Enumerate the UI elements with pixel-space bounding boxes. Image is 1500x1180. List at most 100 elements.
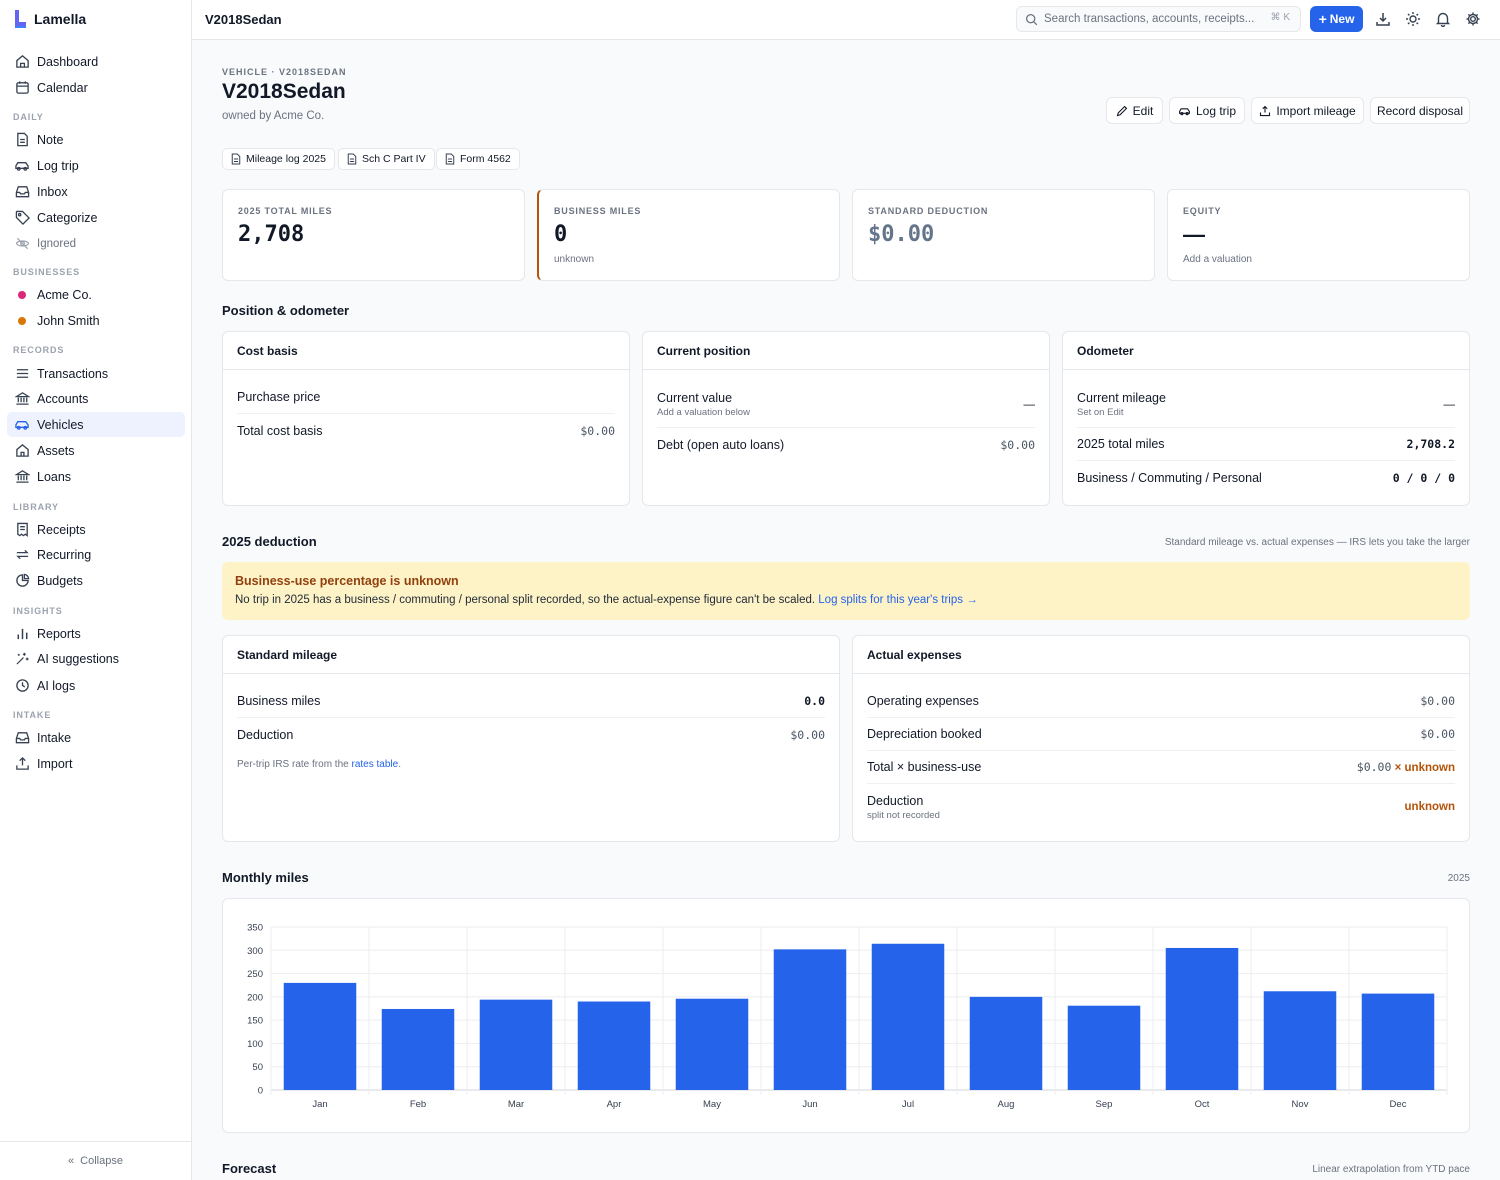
lamella-logo-icon xyxy=(15,10,26,28)
document-icon xyxy=(231,153,241,165)
sidebar-item-calendar[interactable]: Calendar xyxy=(7,75,185,100)
edit-label: Edit xyxy=(1132,103,1154,118)
y-tick-label: 0 xyxy=(258,1086,263,1097)
sidebar-item-categorize[interactable]: Categorize xyxy=(7,205,185,230)
collapse-sidebar-button[interactable]: « Collapse xyxy=(0,1141,191,1180)
sidebar-item-john[interactable]: John Smith xyxy=(7,308,185,333)
row-value: — xyxy=(1443,398,1456,411)
house-icon xyxy=(14,443,30,459)
business-dot-icon xyxy=(14,313,30,329)
multiply-sign: × xyxy=(1394,762,1402,774)
car-icon xyxy=(14,417,30,433)
bar-jul xyxy=(871,943,945,1090)
row-label: Deduction xyxy=(867,793,924,808)
row-label: Business / Commuting / Personal xyxy=(1077,470,1262,485)
stat-sub: unknown xyxy=(554,254,595,265)
row-label: Depreciation booked xyxy=(867,727,982,741)
add-valuation-link[interactable]: Add a valuation xyxy=(1183,254,1252,265)
unknown-badge: unknown xyxy=(1404,762,1455,774)
row-hint: split not recorded xyxy=(867,809,940,821)
sidebar-item-label: AI logs xyxy=(37,678,76,693)
rates-footnote: Per-trip IRS rate from the rates table. xyxy=(237,759,401,770)
section-heading-deduction: 2025 deduction xyxy=(222,534,317,549)
sidebar-item-ai-suggestions[interactable]: AI suggestions xyxy=(7,646,185,671)
sidebar-item-transactions[interactable]: Transactions xyxy=(7,361,185,386)
section-heading-monthly: Monthly miles xyxy=(222,870,309,885)
chip-label: Form 4562 xyxy=(460,153,511,165)
bar-chart-icon xyxy=(14,626,30,642)
download-icon[interactable] xyxy=(1375,11,1391,27)
operating-expenses-row: Operating expenses $0.00 xyxy=(867,684,1455,718)
log-splits-link[interactable]: Log splits for this year's trips → xyxy=(818,594,978,606)
sidebar-item-reports[interactable]: Reports xyxy=(7,621,185,646)
bell-icon[interactable] xyxy=(1435,11,1451,27)
stat-total-miles: 2025 TOTAL MILES 2,708 xyxy=(222,189,525,281)
sidebar-item-ignored[interactable]: Ignored xyxy=(7,231,185,256)
sidebar-item-label: Assets xyxy=(37,443,75,458)
x-tick-label: Oct xyxy=(1195,1099,1210,1110)
footnote-end: . xyxy=(398,759,401,770)
forecast-note: Linear extrapolation from YTD pace xyxy=(1312,1164,1470,1175)
sidebar-item-dashboard[interactable]: Dashboard xyxy=(7,49,185,74)
app-name: Lamella xyxy=(34,11,87,27)
inbox-icon xyxy=(14,184,30,200)
sidebar-item-acme[interactable]: Acme Co. xyxy=(7,282,185,307)
sidebar-item-note[interactable]: Note xyxy=(7,127,185,152)
total-cost-basis-row: Total cost basis $0.00 xyxy=(237,414,615,448)
x-tick-label: Apr xyxy=(607,1099,622,1110)
sidebar-item-intake[interactable]: Intake xyxy=(7,725,185,750)
card-title: Odometer xyxy=(1063,332,1469,370)
chip-sch-c[interactable]: Sch C Part IV xyxy=(338,148,435,170)
sidebar-item-receipts[interactable]: Receipts xyxy=(7,517,185,542)
row-value: 0.0 xyxy=(804,693,825,708)
record-disposal-button[interactable]: Record disposal xyxy=(1370,97,1470,124)
total-miles-row: 2025 total miles 2,708.2 xyxy=(1077,428,1455,461)
x-tick-label: May xyxy=(703,1099,721,1110)
search-shortcut: ⌘ K xyxy=(1270,12,1290,23)
sidebar-item-assets[interactable]: Assets xyxy=(7,438,185,463)
sidebar-item-label: John Smith xyxy=(37,313,100,328)
bar-jun xyxy=(773,949,847,1090)
row-value: $0.00 xyxy=(1420,693,1455,708)
edit-button[interactable]: Edit xyxy=(1106,97,1163,124)
log-trip-button[interactable]: Log trip xyxy=(1169,97,1245,124)
new-button-label: New xyxy=(1329,12,1355,26)
sidebar-item-vehicles[interactable]: Vehicles xyxy=(7,412,185,437)
app-logo[interactable]: Lamella xyxy=(12,8,86,30)
sidebar-item-ai-logs[interactable]: AI logs xyxy=(7,673,185,698)
import-mileage-button[interactable]: Import mileage xyxy=(1251,97,1364,124)
row-value: 2,708.2 xyxy=(1406,437,1455,451)
sidebar-item-recurring[interactable]: Recurring xyxy=(7,542,185,567)
sidebar-item-loans[interactable]: Loans xyxy=(7,464,185,489)
section-heading-forecast: Forecast xyxy=(222,1161,277,1176)
standard-mileage-card: Standard mileage Business miles 0.0 Dedu… xyxy=(222,635,840,842)
sun-icon[interactable] xyxy=(1405,11,1421,27)
chip-mileage-log[interactable]: Mileage log 2025 xyxy=(222,148,335,170)
sidebar-item-inbox[interactable]: Inbox xyxy=(7,179,185,204)
sidebar-item-label: Accounts xyxy=(37,391,89,406)
sidebar-item-log-trip[interactable]: Log trip xyxy=(7,153,185,178)
new-button[interactable]: + New xyxy=(1310,6,1363,32)
sidebar-item-import[interactable]: Import xyxy=(7,751,185,776)
business-miles-row: Business miles 0.0 xyxy=(237,684,825,718)
section-label-businesses: BUSINESSES xyxy=(13,267,81,277)
row-label: Current mileage xyxy=(1077,391,1166,405)
search-input[interactable]: Search transactions, accounts, receipts.… xyxy=(1016,6,1301,32)
rates-table-link[interactable]: rates table xyxy=(351,759,399,770)
sidebar-item-label: Budgets xyxy=(37,573,83,588)
current-position-card: Current position Current value Add a valu… xyxy=(642,331,1050,506)
row-label: Purchase price xyxy=(237,389,321,404)
chip-form-4562[interactable]: Form 4562 xyxy=(436,148,520,170)
row-value: $0.00 xyxy=(1420,727,1455,741)
gear-icon[interactable] xyxy=(1465,11,1481,27)
sidebar-item-label: Acme Co. xyxy=(37,287,92,302)
upload-icon xyxy=(14,756,30,772)
sidebar-item-accounts[interactable]: Accounts xyxy=(7,386,185,411)
total-business-use-row: Total × business-use $0.00 × unknown xyxy=(867,751,1455,784)
sidebar-item-budgets[interactable]: Budgets xyxy=(7,568,185,593)
warning-title: Business-use percentage is unknown xyxy=(235,574,459,588)
clock-icon xyxy=(14,678,30,694)
y-tick-label: 150 xyxy=(247,1016,263,1027)
row-hint: Add a valuation below xyxy=(657,407,750,418)
x-tick-label: Dec xyxy=(1390,1099,1407,1110)
